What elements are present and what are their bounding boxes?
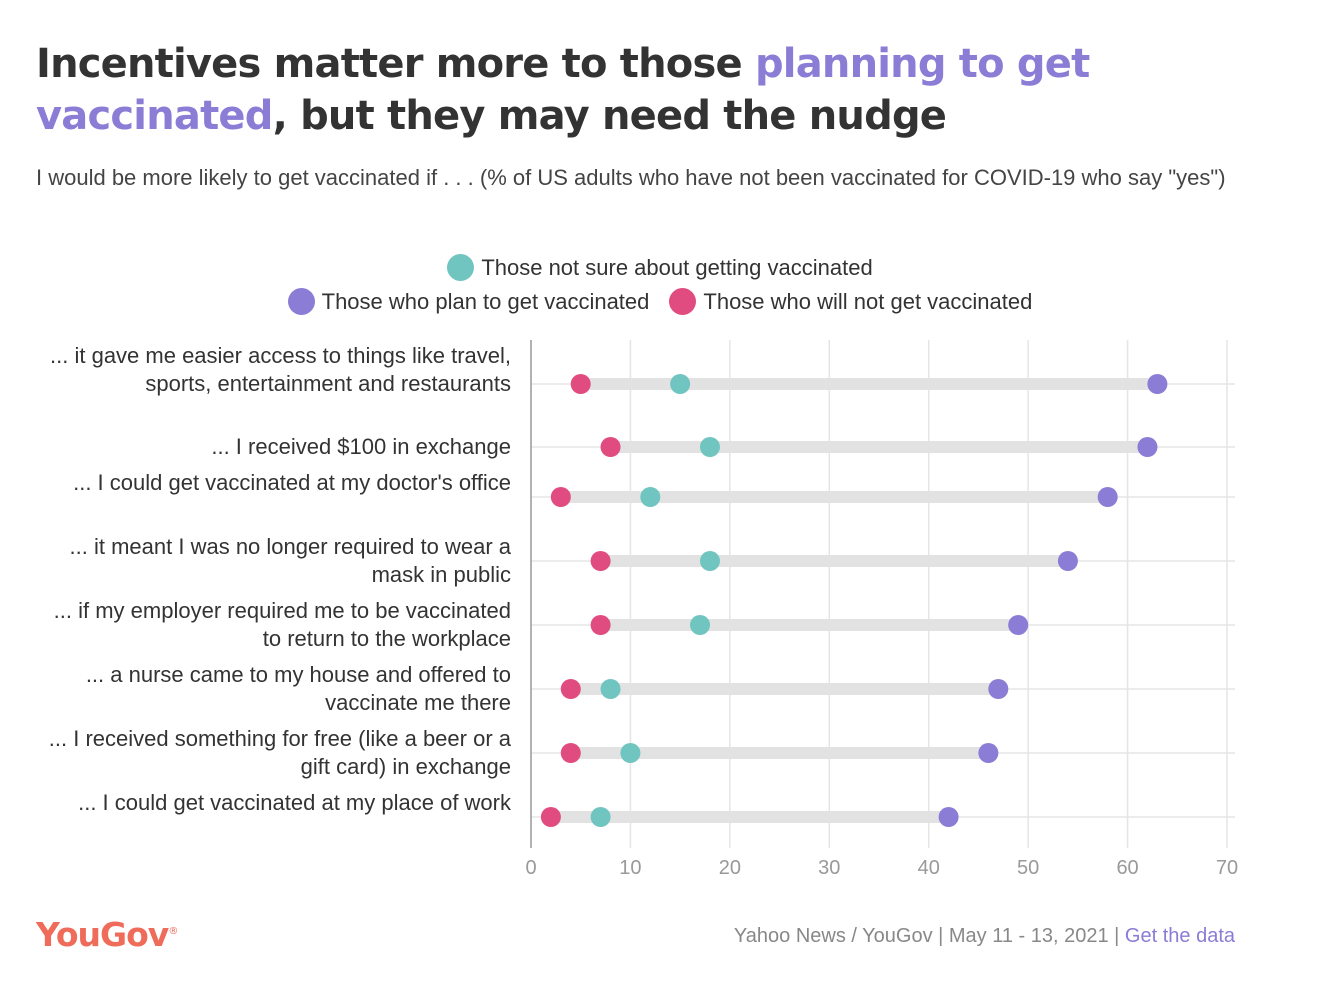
yougov-logo: YouGov® — [36, 915, 178, 954]
data-point-series-1 — [938, 807, 959, 827]
legend-label-not-sure: Those not sure about getting vaccinated — [481, 254, 873, 280]
x-tick-label: 40 — [918, 857, 940, 879]
x-tick-label: 70 — [1216, 857, 1238, 879]
logo-mark: ® — [168, 926, 179, 937]
category-label: ... it meant I was no longer required to… — [69, 534, 511, 587]
category-label: ... I received $100 in exchange — [211, 434, 511, 459]
source-text: Yahoo News / YouGov | May 11 - 13, 2021 … — [733, 925, 1125, 947]
category-label: ... a nurse came to my house and offered… — [85, 662, 511, 715]
data-point-series-1 — [1008, 615, 1029, 635]
data-point-series-2 — [560, 679, 581, 699]
chart-subtitle: I would be more likely to get vaccinated… — [36, 165, 1226, 190]
x-tick-label: 30 — [818, 857, 840, 879]
source-footer: Yahoo News / YouGov | May 11 - 13, 2021 … — [734, 925, 1235, 948]
data-point-series-2 — [550, 487, 571, 507]
data-point-series-2 — [570, 374, 591, 394]
data-point-series-0 — [699, 551, 720, 571]
legend-item-will-not: Those who will not get vaccinated — [669, 288, 1032, 315]
category-label: ... I could get vaccinated at my place o… — [78, 790, 511, 815]
category-label: ... it gave me easier access to things l… — [50, 343, 511, 396]
x-tick-label: 20 — [719, 857, 741, 879]
category-label: ... if my employer required me to be vac… — [53, 598, 511, 651]
logo-text: YouGov — [36, 915, 169, 954]
legend-item-plan: Those who plan to get vaccinated — [287, 288, 650, 315]
data-point-series-2 — [600, 437, 621, 457]
data-point-series-2 — [540, 807, 561, 827]
data-point-series-1 — [1147, 374, 1168, 394]
x-tick-label: 50 — [1017, 857, 1039, 879]
legend-item-not-sure: Those not sure about getting vaccinated — [447, 254, 873, 281]
data-point-series-0 — [699, 437, 720, 457]
title-part-2: , but they may need the nudge — [272, 93, 947, 139]
data-point-series-1 — [988, 679, 1009, 699]
data-point-series-2 — [560, 743, 581, 763]
category-label: ... I received something for free (like … — [48, 726, 511, 779]
x-tick-label: 10 — [619, 857, 641, 879]
data-point-series-0 — [590, 807, 611, 827]
title-highlight: planning to get vaccinated — [36, 41, 1090, 139]
data-point-series-2 — [590, 615, 611, 635]
chart-title: Incentives matter more to those planning… — [36, 38, 1216, 142]
legend-row-1: Those not sure about getting vaccinated — [0, 254, 1320, 281]
legend-row-2: Those who plan to get vaccinated Those w… — [0, 288, 1320, 315]
x-tick-label: 60 — [1116, 857, 1138, 879]
data-point-series-1 — [978, 743, 999, 763]
data-point-series-0 — [690, 615, 711, 635]
legend-label-will-not: Those who will not get vaccinated — [703, 288, 1033, 314]
data-point-series-1 — [1057, 551, 1078, 571]
data-point-series-0 — [640, 487, 661, 507]
legend-swatch-plan — [287, 288, 315, 315]
data-point-series-1 — [1097, 487, 1118, 507]
data-point-series-2 — [590, 551, 611, 571]
data-point-series-0 — [670, 374, 691, 394]
legend-swatch-will-not — [669, 288, 697, 315]
data-point-series-0 — [620, 743, 641, 763]
title-part-1: Incentives matter more to those — [36, 41, 755, 87]
get-the-data-link[interactable]: Get the data — [1124, 925, 1235, 947]
data-point-series-0 — [600, 679, 621, 699]
data-point-series-1 — [1137, 437, 1158, 457]
x-tick-label: 0 — [525, 857, 536, 879]
legend-label-plan: Those who plan to get vaccinated — [321, 288, 650, 314]
legend-swatch-not-sure — [447, 254, 475, 281]
category-label: ... I could get vaccinated at my doctor'… — [73, 470, 511, 495]
